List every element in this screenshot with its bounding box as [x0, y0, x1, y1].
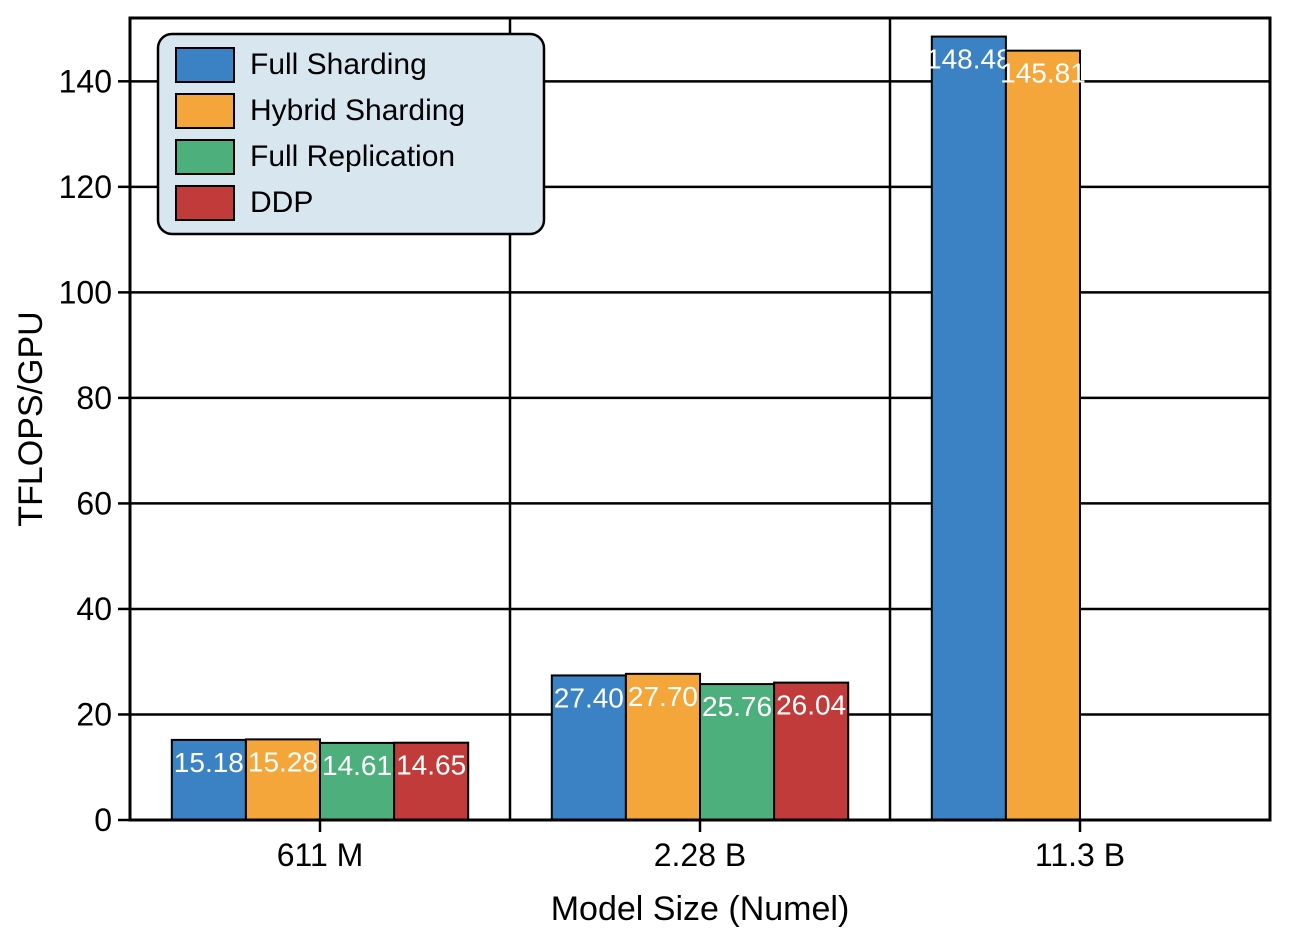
bar-value-label: 145.81 [1000, 58, 1086, 89]
legend-label: Full Sharding [250, 48, 427, 81]
legend-label: DDP [250, 186, 313, 219]
bar-value-label: 14.65 [396, 750, 466, 781]
bar-value-label: 26.04 [776, 690, 846, 721]
bar-value-label: 148.48 [926, 44, 1012, 75]
legend-swatch [176, 94, 234, 128]
bar [1006, 51, 1080, 820]
bar-value-label: 15.18 [174, 747, 244, 778]
ytick-label: 20 [76, 696, 112, 732]
legend-swatch [176, 186, 234, 220]
bar-value-label: 25.76 [702, 691, 772, 722]
bar-value-label: 27.70 [628, 681, 698, 712]
legend-swatch [176, 140, 234, 174]
ytick-label: 40 [76, 591, 112, 627]
ytick-label: 60 [76, 485, 112, 521]
legend-label: Full Replication [250, 140, 455, 173]
ytick-label: 120 [59, 169, 112, 205]
ylabel: TFLOPS/GPU [12, 311, 50, 526]
bar-value-label: 27.40 [554, 682, 624, 713]
legend-swatch [176, 48, 234, 82]
bar-chart: 0 20 40 60 80 100 120 140 15.1815.2814.6114.65 27… [0, 0, 1290, 939]
xlabel: Model Size (Numel) [551, 890, 850, 928]
xtick-label: 11.3 B [1035, 837, 1125, 873]
legend-label: Hybrid Sharding [250, 94, 465, 127]
bar-value-label: 15.28 [248, 746, 318, 777]
ytick-label: 100 [59, 274, 112, 310]
ytick-label: 0 [94, 802, 112, 838]
ytick-label: 80 [76, 380, 112, 416]
chart-container: 0 20 40 60 80 100 120 140 15.1815.2814.6114.65 27… [0, 0, 1290, 939]
xtick-label: 2.28 B [654, 837, 747, 873]
bar-value-label: 14.61 [322, 750, 392, 781]
xtick-label: 611 M [277, 837, 364, 873]
ytick-label: 140 [59, 63, 112, 99]
bar [932, 37, 1006, 820]
